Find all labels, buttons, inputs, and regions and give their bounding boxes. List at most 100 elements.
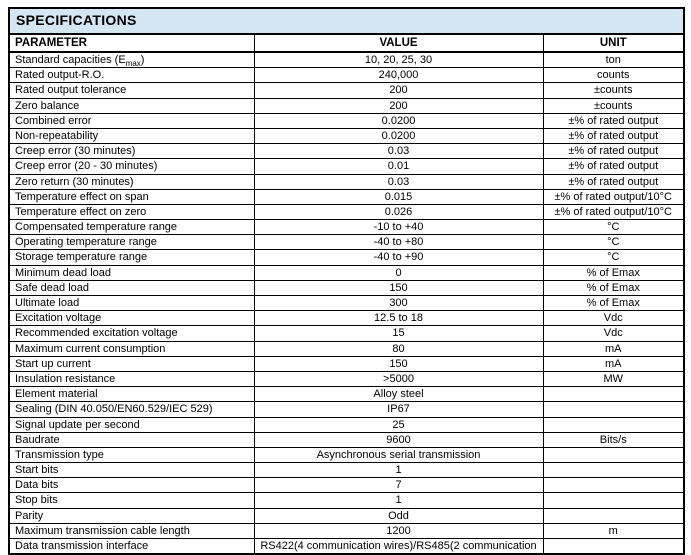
table-row: Start up current 150 mA xyxy=(8,355,685,372)
parameter-cell: Excitation voltage xyxy=(8,310,255,327)
parameter-cell: Temperature effect on span xyxy=(8,188,255,205)
table-row: Rated output tolerance 200 ±counts xyxy=(8,82,685,99)
value-cell: 300 xyxy=(253,294,544,312)
parameter-cell: Zero balance xyxy=(8,97,255,114)
value-cell: 10, 20, 25, 30 xyxy=(253,51,544,69)
value-cell: 240,000 xyxy=(253,67,544,84)
unit-cell: Bits/s xyxy=(542,431,685,448)
value-cell: -40 to +90 xyxy=(253,249,544,266)
parameter-cell: Safe dead load xyxy=(8,279,255,297)
table-title-row: SPECIFICATIONS xyxy=(8,7,685,35)
specifications-table: SPECIFICATIONS PARAMETER VALUE UNIT Stan… xyxy=(8,7,685,555)
table-row: Maximum transmission cable length 1200 m xyxy=(8,522,685,540)
table-row: Start bits 1 xyxy=(8,462,685,479)
unit-cell: counts xyxy=(542,67,685,84)
parameter-cell: Insulation resistance xyxy=(8,370,255,388)
unit-cell: Vdc xyxy=(542,310,685,327)
value-cell: 200 xyxy=(253,97,544,114)
column-header-value: VALUE xyxy=(253,33,544,53)
unit-cell xyxy=(542,416,685,433)
parameter-cell: Parity xyxy=(8,507,255,524)
unit-cell: % of Emax xyxy=(542,294,685,312)
table-row: Minimum dead load 0% of Emax xyxy=(8,264,685,281)
parameter-cell: Recommended excitation voltage xyxy=(8,325,255,342)
unit-cell xyxy=(542,401,685,418)
unit-cell xyxy=(542,507,685,524)
table-row: Signal update per second 25 xyxy=(8,416,685,433)
unit-cell: MW xyxy=(542,370,685,388)
table-row: Data transmission interface RS422(4 commu… xyxy=(8,538,685,555)
table-row: Non-repeatability 0.0200 ±% of rated outpu… xyxy=(8,127,685,145)
unit-cell: % of Emax xyxy=(542,279,685,297)
table-row: Data bits 7 xyxy=(8,477,685,494)
table-row: Stop bits 1 xyxy=(8,492,685,509)
parameter-cell: Operating temperature range xyxy=(8,234,255,251)
unit-cell: ±% of rated output/10°C xyxy=(542,188,685,205)
value-cell: 150 xyxy=(253,279,544,297)
unit-cell: m xyxy=(542,522,685,540)
unit-cell xyxy=(542,386,685,403)
unit-cell: ±% of rated output xyxy=(542,173,685,190)
unit-cell xyxy=(542,492,685,509)
parameter-cell: Element material xyxy=(8,386,255,403)
table-row: Zero balance 200 ±counts xyxy=(8,97,685,114)
table-row: Transmission type Asynchronous serial tra… xyxy=(8,446,685,464)
unit-cell: Vdc xyxy=(542,325,685,342)
parameter-cell: Transmission type xyxy=(8,446,255,464)
table-row: Baudrate 9600 Bits/s xyxy=(8,431,685,448)
parameter-cell: Data transmission interface xyxy=(8,538,255,555)
parameter-cell: Storage temperature range xyxy=(8,249,255,266)
parameter-cell: Data bits xyxy=(8,477,255,494)
table-row: Creep error (30 minutes) 0.03 ±% of rated … xyxy=(8,143,685,160)
parameter-cell: Sealing (DIN 40.050/EN60.529/IEC 529) xyxy=(8,401,255,418)
table-row: Parity Odd xyxy=(8,507,685,524)
value-cell: 0.0200 xyxy=(253,112,544,129)
table-row: Storage temperature range -40 to +90 °C xyxy=(8,249,685,266)
table-row: Combined error 0.0200 ±% of rated output xyxy=(8,112,685,129)
column-header-parameter: PARAMETER xyxy=(8,33,255,53)
table-row: Recommended excitation voltage 15 Vdc xyxy=(8,325,685,342)
parameter-cell: Combined error xyxy=(8,112,255,129)
table-row: Excitation voltage 12.5 to 18 Vdc xyxy=(8,310,685,327)
value-cell: 1 xyxy=(253,462,544,479)
value-cell: 1200 xyxy=(253,522,544,540)
column-header-row: PARAMETER VALUE UNIT xyxy=(8,33,685,53)
value-cell: Alloy steel xyxy=(253,386,544,403)
table-row: Maximum current consumption 80 mA xyxy=(8,340,685,357)
parameter-cell: Non-repeatability xyxy=(8,127,255,145)
parameter-cell: Creep error (20 - 30 minutes) xyxy=(8,158,255,175)
parameter-cell: Ultimate load xyxy=(8,294,255,312)
unit-cell xyxy=(542,462,685,479)
parameter-cell: Start bits xyxy=(8,462,255,479)
value-cell: 1 xyxy=(253,492,544,509)
value-cell: -40 to +80 xyxy=(253,234,544,251)
parameter-cell: Baudrate xyxy=(8,431,255,448)
value-cell: 0.01 xyxy=(253,158,544,175)
table-row: Ultimate load 300% of Emax xyxy=(8,294,685,312)
table-row: Standard capacities (Emax) 10, 20, 25, 30… xyxy=(8,51,685,69)
parameter-cell: Standard capacities (Emax) xyxy=(8,51,255,69)
value-cell: Asynchronous serial transmission xyxy=(253,446,544,464)
unit-cell: ton xyxy=(542,51,685,69)
unit-cell: % of Emax xyxy=(542,264,685,281)
table-row: Temperature effect on span 0.015 ±% of rat… xyxy=(8,188,685,205)
value-cell: 9600 xyxy=(253,431,544,448)
value-cell: -10 to +40 xyxy=(253,219,544,236)
table-row: Element material Alloy steel xyxy=(8,386,685,403)
parameter-cell: Stop bits xyxy=(8,492,255,509)
value-cell: >5000 xyxy=(253,370,544,388)
table-body: Standard capacities (Emax) 10, 20, 25, 30… xyxy=(8,51,685,555)
value-cell: 7 xyxy=(253,477,544,494)
unit-cell: °C xyxy=(542,234,685,251)
parameter-cell: Creep error (30 minutes) xyxy=(8,143,255,160)
table-row: Safe dead load 150% of Emax xyxy=(8,279,685,297)
parameter-cell: Start up current xyxy=(8,355,255,372)
parameter-cell: Maximum transmission cable length xyxy=(8,522,255,540)
unit-cell: ±% of rated output xyxy=(542,112,685,129)
unit-cell xyxy=(542,446,685,464)
value-cell: 12.5 to 18 xyxy=(253,310,544,327)
value-cell: 0.015 xyxy=(253,188,544,205)
parameter-cell: Temperature effect on zero xyxy=(8,203,255,221)
table-row: Sealing (DIN 40.050/EN60.529/IEC 529) IP6… xyxy=(8,401,685,418)
